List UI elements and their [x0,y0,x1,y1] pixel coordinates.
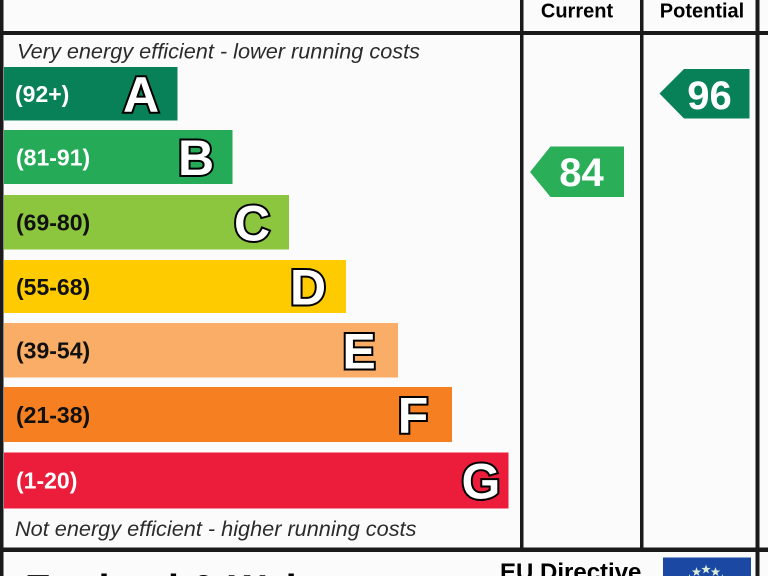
svg-text:(55-68): (55-68) [16,274,90,300]
svg-text:E: E [342,324,375,380]
svg-text:(39-54): (39-54) [16,338,90,364]
svg-text:Current: Current [541,1,614,23]
svg-text:84: 84 [559,151,604,195]
svg-text:(69-80): (69-80) [16,210,90,236]
svg-text:Potential: Potential [660,1,744,23]
svg-text:Very energy efficient - lower: Very energy efficient - lower running co… [17,39,420,64]
svg-text:A: A [123,67,159,123]
svg-text:96: 96 [687,74,732,118]
svg-text:(21-38): (21-38) [16,402,90,428]
svg-text:(92+): (92+) [15,81,69,107]
svg-text:D: D [290,260,326,316]
svg-text:G: G [462,454,501,510]
svg-text:F: F [398,388,429,444]
svg-text:Not energy efficient - higher: Not energy efficient - higher running co… [15,516,417,541]
svg-text:B: B [178,130,214,186]
svg-text:(1-20): (1-20) [16,468,77,494]
svg-text:EU Directive: EU Directive [500,559,641,576]
svg-text:C: C [234,196,270,252]
svg-text:England & Wales: England & Wales [25,568,340,576]
svg-text:(81-91): (81-91) [16,144,90,170]
